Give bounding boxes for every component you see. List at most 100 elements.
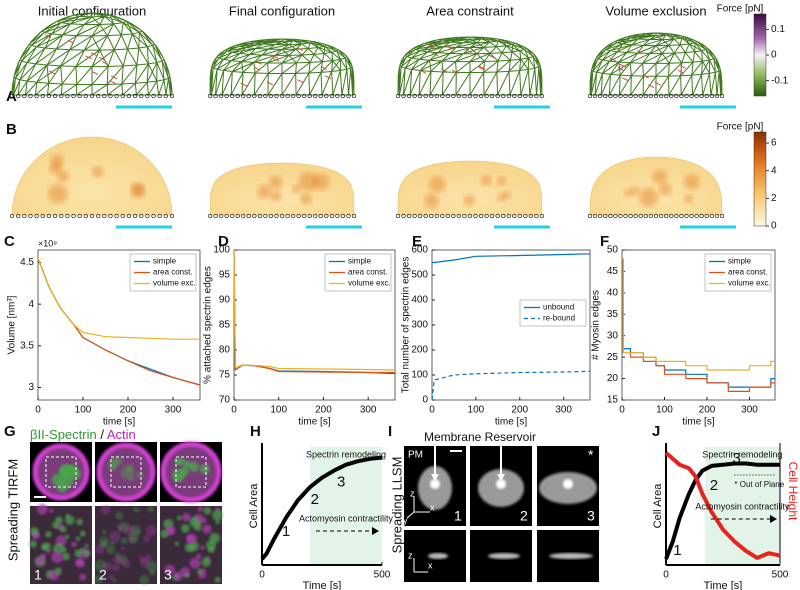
myosin-edge — [111, 75, 118, 80]
anchor-node — [230, 93, 235, 99]
anchor-node — [40, 93, 45, 99]
zoom-texture — [94, 559, 107, 572]
x-tick-label: 100 — [270, 405, 287, 416]
zoom-texture — [173, 571, 183, 581]
myosin-edge — [271, 54, 279, 59]
y-tick-label: 400 — [411, 295, 428, 306]
anchor-node — [674, 93, 679, 99]
config-title: Area constraint — [426, 3, 514, 18]
zoom-texture — [143, 535, 151, 543]
reservoir — [430, 479, 440, 489]
zoom-texture — [79, 530, 86, 537]
x-tick-label: 200 — [699, 405, 716, 416]
colorbar-tick-label: 6 — [771, 138, 777, 149]
anchor-node — [429, 213, 434, 219]
y-axis-label: # Myosin edges — [591, 290, 602, 360]
anchor-node — [613, 93, 618, 99]
anchor-node — [643, 93, 648, 99]
image-label: 1 — [454, 508, 462, 524]
legend-label: volume exc. — [153, 279, 196, 288]
series-line — [432, 253, 591, 264]
anchor-node — [633, 93, 638, 99]
anchor-node — [313, 213, 318, 219]
anchor-node — [429, 93, 434, 99]
anchor-node — [346, 93, 351, 99]
zoom-texture — [215, 519, 221, 525]
anchor-node — [495, 213, 500, 219]
anchor-node — [608, 213, 613, 219]
panel-label: F — [600, 233, 609, 250]
y-multiplier: ×10⁹ — [38, 238, 57, 248]
zoom-texture — [198, 573, 204, 579]
spectrin-patch — [110, 457, 120, 466]
anchor-node — [495, 93, 500, 99]
anchor-node — [418, 213, 423, 219]
anchor-node — [290, 93, 296, 99]
anchor-node — [102, 93, 107, 99]
anchor-node — [512, 93, 517, 99]
anchor-node — [77, 93, 82, 99]
spectrin-patch — [188, 461, 199, 472]
anchor-node — [517, 93, 522, 99]
anchor-node — [34, 213, 39, 219]
force-hotspot — [291, 184, 301, 194]
axis-letter: x — [430, 502, 435, 512]
force-hotspot — [429, 176, 446, 193]
anchor-node — [252, 213, 257, 219]
series-line — [233, 249, 396, 371]
y-tick-label: 80 — [219, 345, 231, 356]
anchor-node — [423, 93, 428, 99]
zoom-texture — [74, 549, 83, 558]
anchor-node — [169, 93, 175, 99]
panel-label: H — [250, 423, 261, 440]
zoom-texture — [149, 570, 156, 577]
myosin-edge — [441, 68, 448, 73]
myosin-edge — [297, 79, 304, 84]
x-tick-label: 200 — [511, 405, 528, 416]
y-tick-label: 70 — [219, 395, 231, 406]
anchor-node — [462, 213, 467, 219]
legend-label: area const. — [348, 268, 388, 277]
anchor-node — [302, 213, 307, 219]
anchor-node — [418, 93, 423, 99]
anchor-node — [484, 213, 489, 219]
arrow-head — [497, 474, 505, 481]
anchor-node — [528, 213, 534, 219]
anchor-node — [490, 93, 495, 99]
x-axis-label: Time [s] — [704, 580, 743, 590]
anchor-node — [674, 213, 679, 219]
anchor-node — [218, 213, 224, 219]
myosin-edge — [642, 74, 649, 79]
cell-actin — [160, 441, 222, 503]
zoom-texture — [61, 552, 70, 561]
annotation: Spectrin remodeling — [306, 449, 386, 459]
myosin-edge — [85, 55, 92, 60]
anchor-node — [638, 93, 643, 99]
anchor-node — [318, 213, 323, 219]
zoom-texture — [212, 509, 223, 521]
anchor-node — [59, 93, 64, 99]
pm-label: PM — [408, 450, 423, 461]
zoom-texture — [140, 558, 150, 568]
dome-surface — [397, 160, 543, 216]
x-axis-label: Time [s] — [303, 580, 342, 590]
force-hotspot — [257, 184, 272, 199]
axis-letter: z — [410, 488, 415, 498]
spectrin-patch — [199, 464, 210, 475]
spectrin-patch — [171, 468, 185, 482]
anchor-node — [445, 213, 450, 219]
anchor-node — [96, 213, 101, 219]
anchor-node — [467, 93, 473, 99]
anchor-node — [52, 93, 58, 99]
force-hotspot — [639, 187, 659, 207]
anchor-node — [120, 213, 125, 219]
colorbar-tick-label: 0.1 — [771, 24, 785, 35]
roi-box — [45, 456, 77, 488]
force-hotspot — [424, 193, 439, 209]
anchor-node — [324, 93, 329, 99]
anchor-node — [96, 93, 101, 99]
anchor-node — [689, 213, 694, 219]
force-hotspot — [684, 173, 700, 190]
zoom-texture — [121, 559, 131, 568]
annotation: Actomyosin contractility — [299, 513, 394, 523]
